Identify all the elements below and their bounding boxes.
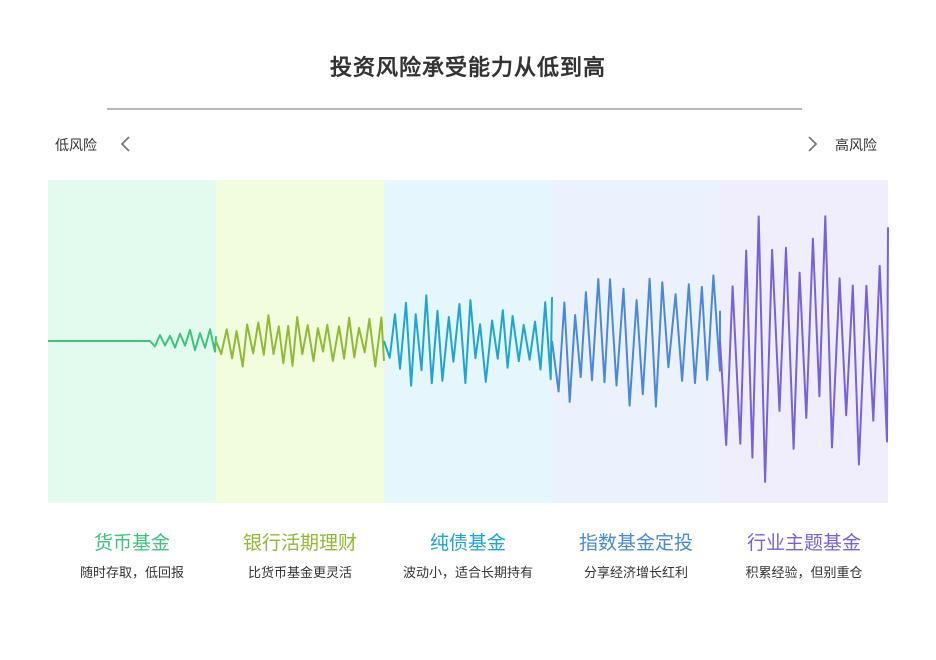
category-name-bond-fund: 纯债基金 <box>429 532 506 554</box>
category-desc-index-fund: 分享经济增长红利 <box>583 566 688 581</box>
category-desc-sector-fund: 积累经验，但别重仓 <box>745 566 863 581</box>
waveform-bond-fund <box>383 294 553 387</box>
waveform-sector-fund <box>719 215 889 483</box>
category-desc-money-fund: 随时存取，低回报 <box>79 566 184 581</box>
title-divider <box>107 108 802 110</box>
category-desc-bank-wealth: 比货币基金更灵活 <box>247 566 352 581</box>
category-desc-bond-fund: 波动小，适合长期持有 <box>402 566 533 581</box>
low-risk-label: 低风险 <box>55 138 97 154</box>
waveform-index-fund <box>551 274 721 408</box>
category-name-index-fund: 指数基金定投 <box>578 532 693 554</box>
category-name-sector-fund: 行业主题基金 <box>746 532 861 554</box>
risk-band-sector-fund <box>720 180 888 503</box>
page-title: 投资风险承受能力从低到高 <box>329 56 606 81</box>
waveform-bank-wealth <box>215 314 385 368</box>
high-risk-label: 高风险 <box>835 138 877 154</box>
chevron-left-icon <box>120 136 130 152</box>
chevron-right-icon <box>808 136 818 152</box>
category-name-bank-wealth: 银行活期理财 <box>242 532 357 554</box>
waveform-money-fund <box>48 328 217 353</box>
category-name-money-fund: 货币基金 <box>93 532 170 554</box>
